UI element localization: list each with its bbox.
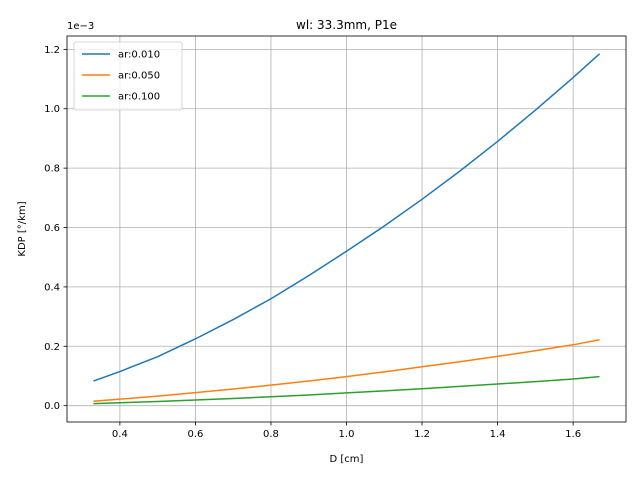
series-layer: [93, 53, 601, 405]
x-tick-label: 1.4: [490, 429, 506, 440]
y-tick-label: 0.0: [44, 401, 60, 412]
y-tick-label: 0.6: [44, 223, 60, 234]
grid: [67, 36, 626, 422]
series-line-ar:0.100: [93, 375, 600, 405]
x-axis-title: D [cm]: [330, 454, 364, 465]
x-tick-label: 0.6: [187, 429, 203, 440]
legend-label: ar:0.050: [118, 71, 160, 82]
x-tick-label: 0.4: [112, 429, 128, 440]
y-tick-label: 0.8: [44, 164, 60, 175]
x-axis: 0.4 0.6 0.8 1.0 1.2 1.4 1.6: [112, 422, 581, 440]
y-tick-label: 1.2: [44, 45, 60, 56]
x-tick-label: 1.6: [565, 429, 581, 440]
legend-label: ar:0.100: [118, 92, 160, 103]
legend-label: ar:0.010: [118, 50, 160, 61]
y-axis: 0.0 0.2 0.4 0.6 0.8 1.0 1.2: [44, 45, 67, 412]
series-line-ar:0.010: [93, 53, 601, 382]
x-tick-label: 0.8: [263, 429, 279, 440]
x-tick-label: 1.2: [414, 429, 430, 440]
y-tick-label: 0.2: [44, 342, 60, 353]
series-line-ar:0.050: [93, 339, 600, 402]
x-tick-label: 1.0: [339, 429, 355, 440]
y-tick-label: 1.0: [44, 104, 60, 115]
y-axis-title: KDP [°/km]: [17, 201, 28, 256]
chart-title: wl: 33.3mm, P1e: [296, 18, 397, 32]
legend-box: [73, 41, 183, 111]
legend: ar:0.010 ar:0.050 ar:0.100: [73, 41, 183, 111]
y-tick-label: 0.4: [44, 282, 60, 293]
y-axis-offset-text: 1e−3: [67, 21, 94, 32]
